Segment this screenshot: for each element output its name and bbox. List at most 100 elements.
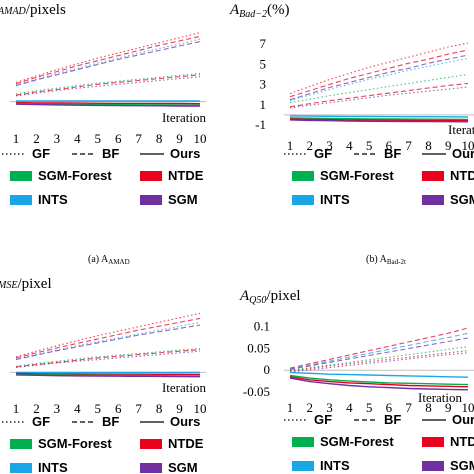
legend-sgm-forest-label: SGM-Forest bbox=[320, 434, 394, 449]
series-ntde-gf-line bbox=[289, 350, 469, 372]
x-tick-label: 5 bbox=[95, 401, 102, 416]
x-tick-label: 1 bbox=[13, 401, 20, 416]
panel-b-yticks: 7 5 3 1 -1 bbox=[255, 36, 266, 132]
x-tick-label: 2 bbox=[307, 400, 314, 415]
series-sgm-ours-line bbox=[289, 119, 469, 123]
legend-gf-label: GF bbox=[314, 412, 332, 427]
panel-b-title: ABad−2(%) bbox=[229, 2, 290, 20]
x-tick-label: 4 bbox=[346, 400, 353, 415]
legend-ints-label: INTS bbox=[38, 192, 68, 207]
y-tick-label: 3 bbox=[260, 77, 267, 92]
panel-a-xticks: 1 2 3 4 5 6 7 8 9 10 bbox=[13, 131, 207, 146]
series-ntde-ours-line bbox=[15, 101, 201, 105]
legend-sgm-forest-swatch bbox=[10, 439, 32, 449]
panel-a-xlabel: Iteration bbox=[162, 110, 207, 125]
y-tick-label: 1 bbox=[260, 97, 267, 112]
series-sgm-forest-ours-line bbox=[289, 374, 469, 386]
x-tick-label: 3 bbox=[326, 400, 333, 415]
x-tick-label: 8 bbox=[156, 401, 163, 416]
panel-b-xticks: 1 2 3 4 5 6 7 8 9 10 bbox=[287, 138, 474, 153]
legend-ntde-swatch bbox=[140, 171, 162, 181]
panel-b-plot bbox=[284, 42, 474, 123]
series-ints-gf-line bbox=[15, 321, 201, 360]
panel-a-plot bbox=[10, 32, 206, 107]
panel-b-caption: (b) ABad-2t bbox=[366, 254, 406, 266]
series-ntde-ours-line bbox=[289, 376, 469, 388]
series-ntde-bf-line bbox=[289, 82, 469, 108]
panel-a-legend: GF BF Ours SGM-Forest NTDE INTS SGM bbox=[2, 146, 204, 207]
x-tick-label: 6 bbox=[115, 401, 122, 416]
series-sgm-gf-line bbox=[289, 352, 469, 373]
series-sgm-gf-line bbox=[289, 86, 469, 109]
x-tick-label: 2 bbox=[307, 138, 314, 153]
legend-ntde-swatch bbox=[422, 437, 444, 447]
x-tick-label: 7 bbox=[135, 401, 142, 416]
series-ntde-bf-line bbox=[15, 35, 201, 85]
legend-sgm-forest-swatch bbox=[292, 171, 314, 181]
series-sgm-forest-gf-line bbox=[289, 346, 469, 371]
legend-ours-label: Ours bbox=[452, 412, 474, 427]
legend-ntde-swatch bbox=[140, 439, 162, 449]
x-tick-label: 10 bbox=[194, 131, 207, 146]
panel-c-xticks: 1 2 3 4 5 6 7 8 9 10 bbox=[13, 401, 207, 416]
legend-ints-label: INTS bbox=[320, 458, 350, 473]
series-ntde-ours-line bbox=[289, 118, 469, 122]
panel-a-caption: (a) AAMAD bbox=[88, 254, 130, 266]
series-ntde-gf-line bbox=[15, 32, 201, 83]
panel-c-title: MSE/pixel bbox=[0, 276, 52, 292]
x-tick-label: 4 bbox=[74, 131, 81, 146]
y-tick-label: 0 bbox=[264, 362, 271, 377]
series-ntde-bf-line bbox=[15, 349, 201, 368]
series-ints-gf-line bbox=[289, 57, 469, 102]
x-tick-label: 6 bbox=[115, 131, 122, 146]
y-tick-label: -1 bbox=[255, 117, 266, 132]
panel-d-xticks: 1 2 3 4 5 6 7 8 9 10 bbox=[287, 400, 474, 415]
x-tick-label: 5 bbox=[366, 400, 373, 415]
series-sgm-forest-gf-line bbox=[15, 72, 201, 95]
legend-ntde-label: NTDE bbox=[168, 436, 204, 451]
x-tick-label: 7 bbox=[135, 131, 142, 146]
y-tick-label: 0.1 bbox=[254, 319, 270, 334]
panel-c-xlabel: Iteration bbox=[162, 380, 207, 395]
x-tick-label: 1 bbox=[287, 400, 294, 415]
y-tick-label: 7 bbox=[260, 36, 267, 51]
legend-sgm-forest-label: SGM-Forest bbox=[38, 436, 112, 451]
panel-c-plot bbox=[10, 312, 206, 378]
legend-ntde-label: NTDE bbox=[450, 434, 474, 449]
panel-d-legend: GF BF Ours SGM-Forest NTDE INTS SGM bbox=[284, 412, 474, 473]
panel-b-legend: GF BF Ours SGM-Forest NTDE INTS SGM bbox=[284, 146, 474, 207]
legend-sgm-swatch bbox=[140, 195, 162, 205]
series-ntde-bf-line bbox=[289, 49, 469, 98]
x-tick-label: 1 bbox=[13, 131, 20, 146]
legend-sgm-forest-label: SGM-Forest bbox=[38, 168, 112, 183]
y-tick-label: -0.05 bbox=[243, 384, 270, 399]
series-sgm-bf-line bbox=[289, 337, 469, 370]
x-tick-label: 9 bbox=[445, 400, 452, 415]
panel-b-xlabel: Iteration bbox=[448, 122, 474, 137]
x-tick-label: 9 bbox=[176, 401, 183, 416]
x-tick-label: 6 bbox=[386, 138, 393, 153]
legend-ints-label: INTS bbox=[320, 192, 350, 207]
panel-c-legend: GF BF Ours SGM-Forest NTDE INTS SGM bbox=[2, 414, 204, 474]
legend-bf-label: BF bbox=[384, 412, 401, 427]
x-tick-label: 9 bbox=[445, 138, 452, 153]
legend-sgm-swatch bbox=[140, 463, 162, 473]
panel-d-title: AQ50/pixel bbox=[239, 288, 301, 306]
series-sgm-ours-line bbox=[15, 103, 201, 107]
x-tick-label: 8 bbox=[425, 400, 432, 415]
legend-sgm-forest-swatch bbox=[292, 437, 314, 447]
legend-gf-label: GF bbox=[32, 414, 50, 429]
legend-sgm-swatch bbox=[422, 461, 444, 471]
legend-ntde-label: NTDE bbox=[168, 168, 204, 183]
legend-ints-label: INTS bbox=[38, 460, 68, 474]
legend-ours-label: Ours bbox=[170, 414, 200, 429]
x-tick-label: 3 bbox=[54, 401, 61, 416]
x-tick-label: 5 bbox=[95, 131, 102, 146]
legend-ints-swatch bbox=[10, 195, 32, 205]
legend-gf-label: GF bbox=[32, 146, 50, 161]
panel-d-xlabel: Iteration bbox=[418, 390, 463, 405]
x-tick-label: 8 bbox=[156, 131, 163, 146]
